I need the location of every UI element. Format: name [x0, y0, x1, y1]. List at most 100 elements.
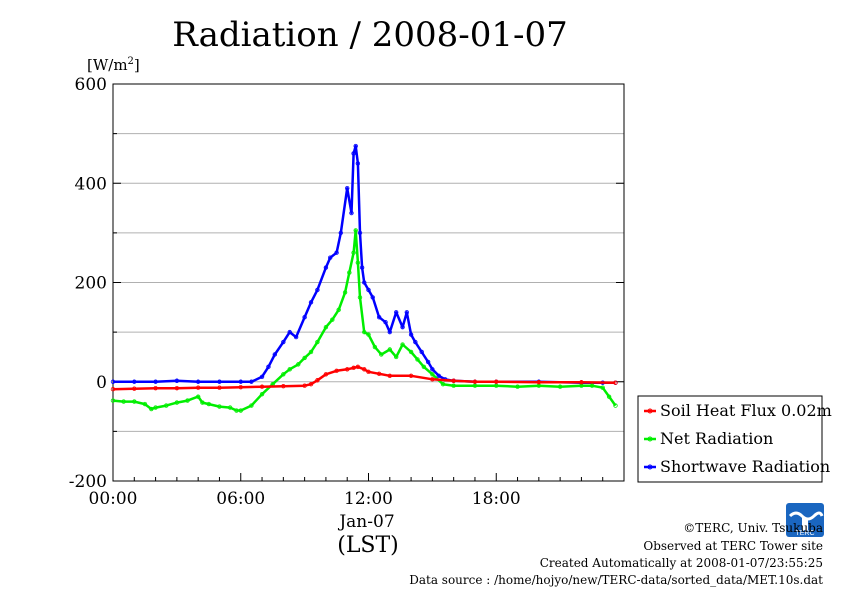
- data-point: [330, 317, 335, 322]
- data-point: [387, 329, 392, 335]
- data-point: [302, 383, 307, 388]
- data-point: [308, 349, 314, 355]
- legend-label: Net Radiation: [660, 429, 773, 448]
- data-point: [600, 385, 605, 390]
- y-tick-label: 400: [75, 174, 107, 194]
- x-tick-label: 18:00: [472, 489, 521, 509]
- data-point: [334, 368, 339, 374]
- footer-observed: Observed at TERC Tower site: [643, 539, 823, 553]
- data-point: [272, 352, 278, 357]
- data-point: [383, 320, 388, 325]
- data-point: [327, 255, 333, 260]
- data-point: [234, 408, 239, 413]
- data-point: [362, 280, 367, 285]
- legend-marker: [647, 408, 653, 414]
- data-point: [287, 329, 292, 335]
- data-point: [345, 186, 350, 191]
- data-point: [451, 378, 456, 383]
- data-point: [606, 394, 612, 399]
- y-unit-sup: 2: [128, 56, 134, 67]
- data-point: [387, 373, 392, 378]
- data-point: [393, 354, 399, 360]
- data-point: [415, 357, 420, 362]
- data-point: [419, 349, 424, 355]
- data-point: [430, 377, 435, 382]
- data-point: [308, 382, 314, 387]
- logo-bar: [802, 518, 808, 530]
- data-point: [195, 394, 201, 399]
- data-point: [413, 339, 418, 345]
- data-point: [259, 391, 265, 397]
- data-point: [372, 344, 378, 350]
- y-unit-label: [W/m2]: [87, 56, 140, 74]
- data-point: [315, 378, 320, 383]
- data-point: [132, 399, 137, 404]
- data-point: [153, 405, 158, 410]
- y-tick-label: 600: [75, 75, 107, 95]
- data-point: [132, 379, 137, 384]
- data-point: [351, 151, 356, 156]
- data-point: [400, 342, 405, 347]
- data-point: [217, 404, 222, 409]
- data-point: [355, 364, 361, 370]
- y-tick-label: 0: [96, 373, 107, 393]
- data-point: [436, 373, 441, 378]
- data-point: [287, 367, 292, 372]
- y-unit-text: [W/m: [87, 56, 128, 74]
- x-axis-label: (LST): [337, 533, 399, 558]
- date-label: Jan-07: [337, 512, 394, 532]
- data-point: [376, 315, 382, 320]
- data-point: [336, 307, 341, 312]
- series-group: [110, 143, 618, 413]
- data-point: [266, 364, 271, 370]
- data-point: [425, 359, 431, 365]
- data-point: [338, 230, 344, 236]
- data-point: [238, 379, 243, 384]
- data-point: [342, 290, 348, 295]
- data-point: [353, 228, 358, 233]
- data-point: [408, 373, 414, 378]
- series-line-shortwave-radiation: [113, 144, 616, 384]
- data-point: [185, 398, 190, 403]
- data-point: [421, 364, 427, 370]
- data-point: [494, 379, 499, 384]
- data-point: [430, 372, 435, 377]
- data-point: [366, 369, 371, 375]
- data-point: [259, 384, 265, 389]
- footer-copyright: ©TERC, Univ. Tsukuba: [683, 521, 823, 535]
- data-point: [121, 399, 126, 404]
- data-point: [408, 349, 414, 355]
- y-tick-label: 200: [75, 274, 107, 294]
- data-point: [362, 329, 367, 335]
- y-tick-label: -200: [69, 472, 107, 492]
- footer-created: Created Automatically at 2008-01-07/23:5…: [540, 556, 823, 570]
- data-point: [153, 379, 158, 384]
- data-point: [353, 143, 358, 149]
- data-point: [351, 250, 356, 255]
- data-point: [164, 403, 169, 408]
- data-point: [345, 367, 350, 372]
- data-point: [387, 347, 392, 352]
- data-point: [296, 362, 301, 367]
- data-point: [153, 386, 158, 391]
- data-point: [400, 324, 405, 330]
- legend-box: [637, 395, 823, 483]
- x-axis: 00:00 06:00 12:00 18:00: [89, 473, 625, 509]
- data-point: [217, 379, 222, 384]
- data-point: [308, 300, 314, 305]
- data-point: [249, 379, 254, 384]
- data-point: [174, 386, 180, 391]
- data-point: [472, 379, 478, 384]
- data-point: [408, 332, 414, 337]
- data-point: [217, 385, 222, 390]
- data-point: [536, 380, 542, 385]
- data-point: [357, 295, 363, 300]
- data-point: [174, 378, 180, 383]
- data-point: [315, 287, 320, 293]
- data-point: [515, 384, 520, 389]
- y-unit-close: ]: [134, 56, 140, 74]
- x-tick-label: 00:00: [89, 489, 138, 509]
- data-point: [259, 374, 265, 379]
- data-point: [451, 383, 456, 388]
